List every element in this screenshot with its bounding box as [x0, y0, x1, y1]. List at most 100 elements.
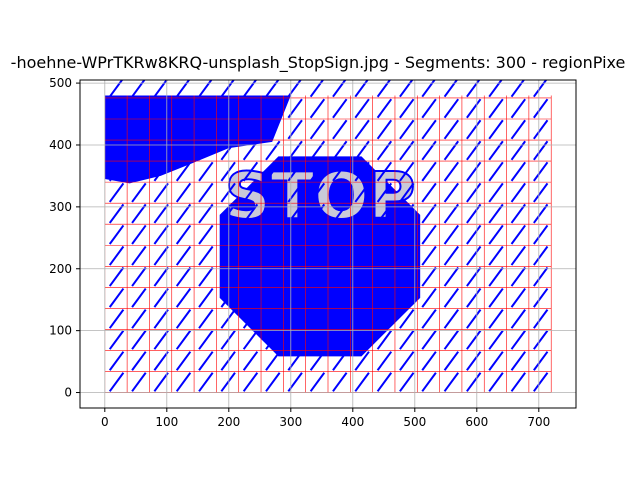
direction-stroke	[421, 224, 437, 245]
direction-stroke	[421, 309, 437, 329]
direction-stroke	[443, 80, 459, 98]
direction-stroke	[131, 351, 147, 371]
direction-stroke	[153, 351, 169, 371]
direction-stroke	[131, 98, 147, 119]
direction-stroke	[265, 245, 281, 266]
direction-stroke	[488, 309, 504, 329]
direction-stroke	[354, 372, 370, 392]
direction-stroke	[220, 372, 236, 392]
direction-stroke	[220, 203, 236, 224]
direction-stroke	[376, 309, 393, 329]
direction-stroke	[421, 140, 437, 161]
direction-stroke	[309, 351, 326, 371]
direction-stroke	[510, 161, 526, 182]
direction-stroke	[175, 140, 192, 161]
direction-stroke	[309, 224, 326, 245]
direction-stroke	[131, 140, 147, 161]
direction-stroke	[510, 351, 526, 371]
direction-stroke	[309, 182, 326, 203]
direction-stroke	[108, 245, 125, 266]
direction-stroke	[533, 161, 549, 182]
direction-stroke	[242, 224, 259, 245]
direction-stroke	[220, 161, 236, 182]
direction-stroke	[153, 224, 169, 245]
direction-stroke	[399, 80, 414, 98]
direction-stroke	[399, 309, 415, 329]
direction-stroke	[287, 372, 303, 392]
direction-stroke	[354, 80, 369, 98]
direction-stroke	[332, 98, 348, 119]
direction-stroke	[175, 287, 192, 308]
direction-stroke	[265, 119, 281, 140]
direction-stroke	[198, 309, 214, 329]
direction-stroke	[376, 182, 393, 203]
direction-stroke	[332, 224, 348, 245]
x-tick-label: 100	[155, 415, 178, 429]
direction-stroke	[175, 351, 192, 371]
direction-stroke	[466, 161, 482, 182]
direction-stroke	[309, 80, 325, 98]
direction-stroke	[354, 140, 370, 161]
direction-stroke	[488, 287, 504, 308]
direction-stroke	[488, 98, 504, 119]
direction-stroke	[466, 309, 482, 329]
direction-stroke	[265, 287, 281, 308]
direction-stroke	[376, 140, 393, 161]
direction-stroke	[175, 161, 192, 182]
direction-stroke	[108, 98, 125, 119]
direction-stroke	[466, 98, 482, 119]
direction-stroke	[265, 203, 281, 224]
direction-stroke	[376, 203, 393, 224]
direction-stroke	[399, 182, 415, 203]
direction-stroke	[332, 161, 348, 182]
direction-stroke	[242, 287, 259, 308]
direction-stroke	[443, 161, 460, 182]
direction-stroke	[533, 330, 549, 350]
direction-stroke	[153, 80, 168, 98]
y-tick-label: 500	[49, 76, 72, 90]
direction-stroke	[399, 351, 415, 371]
direction-stroke	[309, 372, 326, 392]
direction-stroke	[220, 309, 236, 329]
chart-title-text: -hoehne-WPrTKRw8KRQ-unsplash_StopSign.jp…	[10, 53, 626, 72]
direction-stroke	[376, 287, 393, 308]
direction-stroke	[466, 119, 482, 140]
direction-stroke	[533, 351, 549, 371]
direction-stroke	[287, 119, 303, 140]
direction-stroke	[488, 330, 504, 350]
direction-stroke	[131, 80, 146, 98]
direction-stroke	[242, 330, 259, 350]
direction-stroke	[242, 98, 259, 119]
direction-stroke	[265, 161, 281, 182]
direction-stroke	[198, 372, 214, 392]
direction-stroke	[332, 245, 348, 266]
direction-stroke	[376, 245, 393, 266]
direction-stroke	[332, 330, 348, 350]
direction-stroke	[131, 266, 147, 287]
direction-stroke	[220, 119, 236, 140]
direction-stroke	[354, 119, 370, 140]
direction-stroke	[466, 203, 482, 224]
direction-stroke	[153, 330, 169, 350]
direction-stroke	[399, 266, 415, 287]
direction-stroke	[354, 309, 370, 329]
direction-stroke	[131, 224, 147, 245]
direction-stroke	[488, 80, 503, 98]
direction-stroke	[287, 98, 303, 119]
direction-stroke	[220, 351, 236, 371]
direction-stroke	[153, 203, 169, 224]
direction-stroke	[354, 287, 370, 308]
direction-stroke	[399, 330, 415, 350]
direction-stroke	[510, 203, 526, 224]
direction-stroke	[265, 309, 281, 329]
direction-stroke	[488, 372, 504, 392]
direction-stroke	[242, 245, 259, 266]
direction-stroke	[399, 98, 415, 119]
direction-stroke	[198, 266, 214, 287]
direction-stroke	[443, 287, 460, 308]
direction-stroke	[265, 98, 281, 119]
direction-stroke	[198, 224, 214, 245]
direction-stroke	[443, 330, 460, 350]
x-tick-label: 500	[403, 415, 426, 429]
direction-stroke	[175, 98, 192, 119]
